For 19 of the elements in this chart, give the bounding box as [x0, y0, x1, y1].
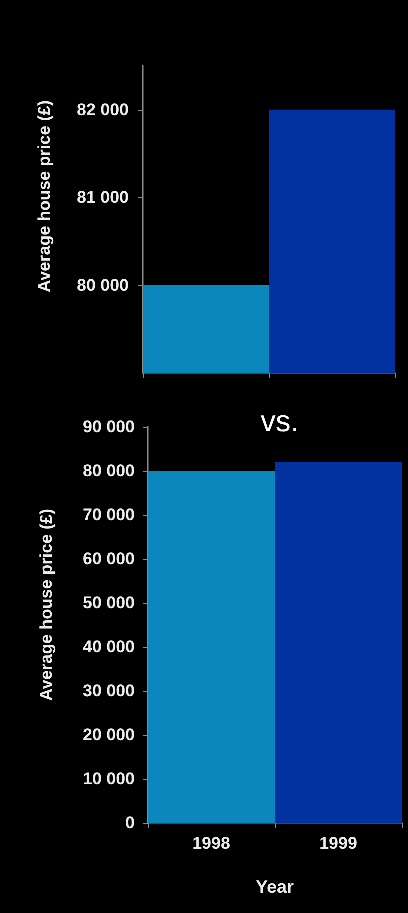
y-tick-label: 40 000: [83, 638, 135, 656]
y-tick-label: 60 000: [83, 550, 135, 568]
y-tick-label: 80 000: [77, 276, 129, 295]
x-axis-title: Year: [256, 877, 294, 897]
x-tick-label: 1999: [320, 834, 358, 853]
y-tick-label: 0: [126, 814, 135, 832]
y-axis-title: Average house price (£): [35, 100, 54, 293]
annotation: vs.: [260, 406, 300, 438]
y-axis-title: Average house price (£): [37, 508, 56, 702]
y-tick-label: 70 000: [83, 506, 135, 524]
y-tick-label: 90 000: [83, 418, 135, 436]
y-tick-label: 81 000: [77, 188, 129, 208]
y-tick-label: 10 000: [83, 770, 135, 788]
y-tick-label: 80 000: [83, 462, 135, 480]
y-tick-label: 82 000: [77, 100, 129, 120]
y-tick-label: 20 000: [83, 726, 135, 744]
y-tick-label: 30 000: [83, 682, 135, 700]
y-tick-label: 50 000: [83, 594, 135, 612]
x-tick-label: 1998: [192, 834, 230, 853]
